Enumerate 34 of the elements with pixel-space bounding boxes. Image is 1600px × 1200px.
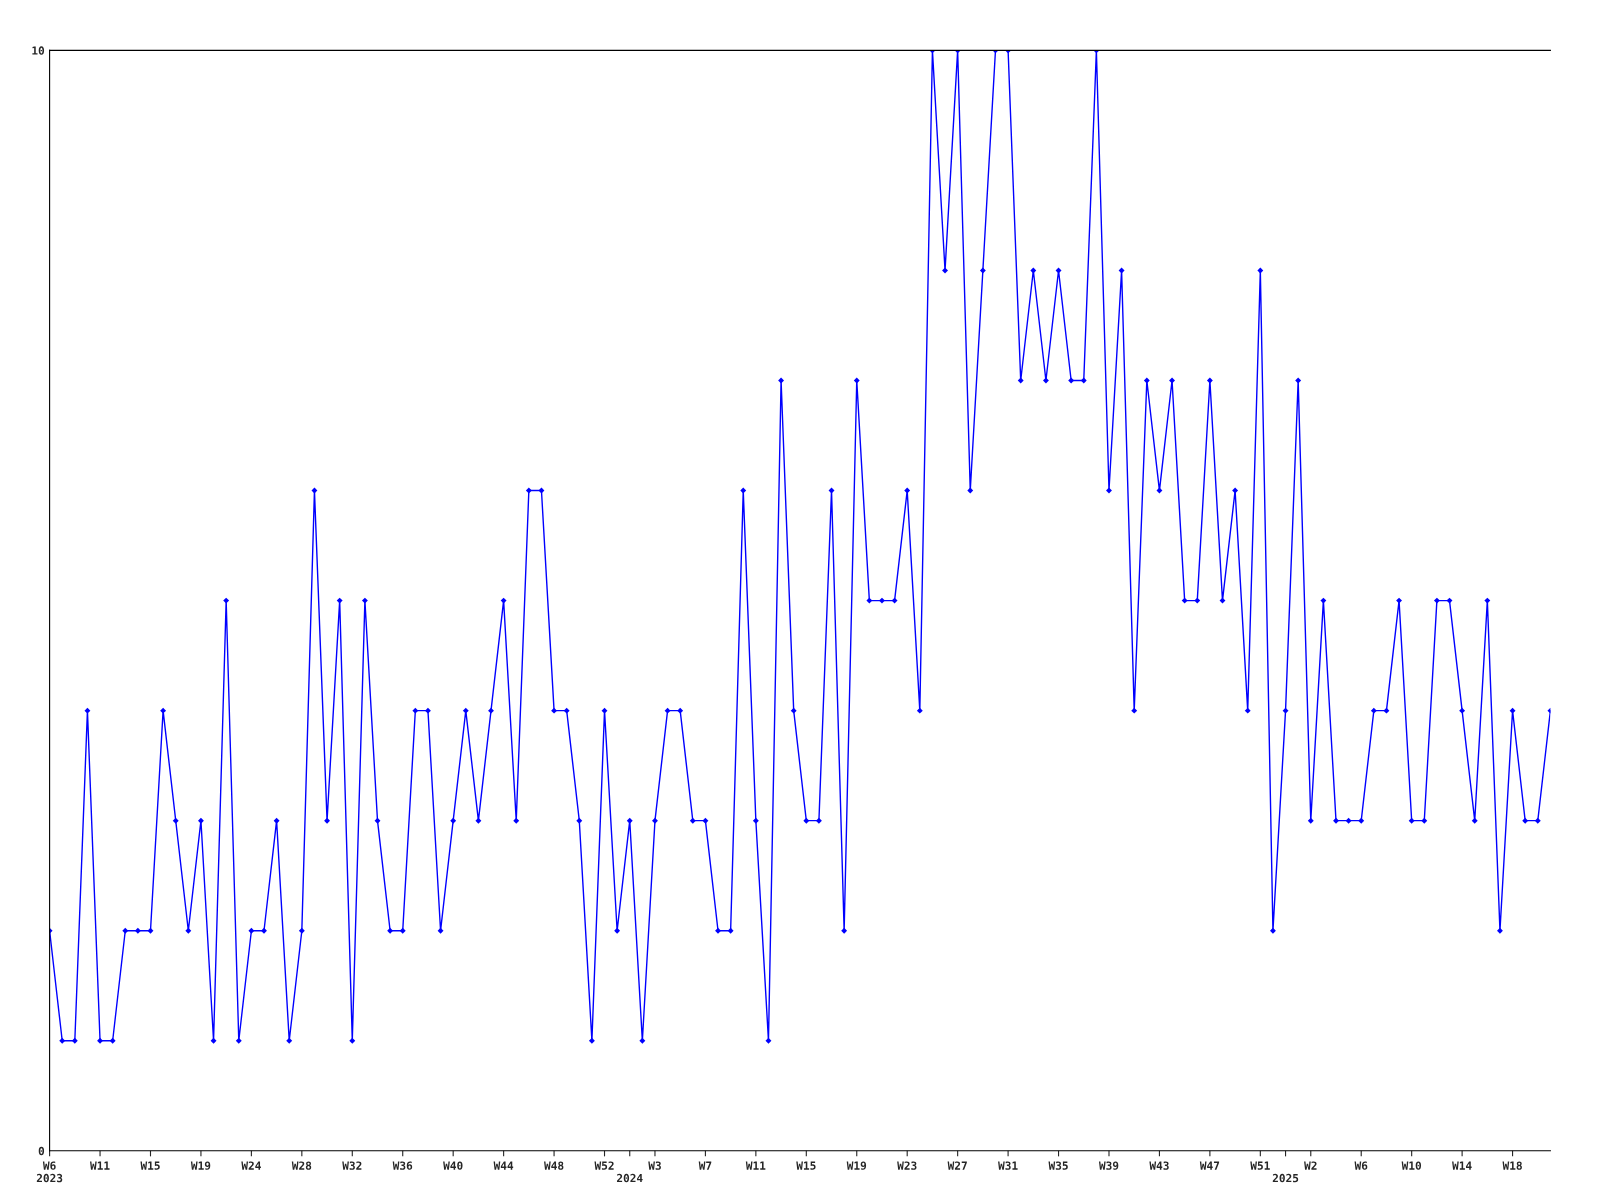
x-tick-label: W35 [1048,1161,1068,1170]
x-tick-label: W51 [1250,1161,1270,1170]
x-tick-label: W6 2023 [36,1161,63,1183]
x-tick-label: W28 [291,1161,312,1170]
x-tick-label: W10 [1401,1161,1422,1170]
x-tick-label: W27 [947,1161,967,1170]
x-tick-label: W39 [1098,1161,1119,1170]
x-tick-label: W44 [493,1161,514,1170]
x-tick-label: W43 [1149,1161,1169,1170]
x-tick-label: W18 [1502,1161,1522,1170]
x-tick-label: W24 [241,1161,261,1170]
x-tick-label: W31 [998,1161,1018,1170]
x-tick-label: W32 [342,1161,362,1170]
x-tick-label: W52 [594,1161,614,1170]
x-tick-label: W11 [745,1161,766,1170]
x-tick-label: 2025 [1272,1173,1299,1183]
x-tick-label: W15 [796,1161,816,1170]
x-tick-label: W15 [140,1161,160,1170]
x-tick-label: W3 [648,1161,661,1170]
x-tick-label: W40 [443,1161,463,1170]
x-tick-label: W7 [698,1161,712,1170]
x-tick-label: 2024 [616,1173,643,1183]
x-tick-label: W36 [392,1161,413,1170]
x-tick-label: W23 [897,1161,917,1170]
y-tick-label: 10 [32,46,45,55]
x-tick-label: W6 [1354,1161,1368,1170]
x-tick-label: W14 [1452,1161,1472,1170]
x-tick-label: W19 [190,1161,211,1170]
x-tick-label: W48 [544,1161,564,1170]
x-tick-label: W2 [1304,1161,1317,1170]
x-tick-label: W47 [1199,1161,1220,1170]
x-tick-label: W19 [846,1161,867,1170]
y-tick-label: 0 [38,1146,45,1156]
x-tick-label: W11 [90,1161,110,1170]
